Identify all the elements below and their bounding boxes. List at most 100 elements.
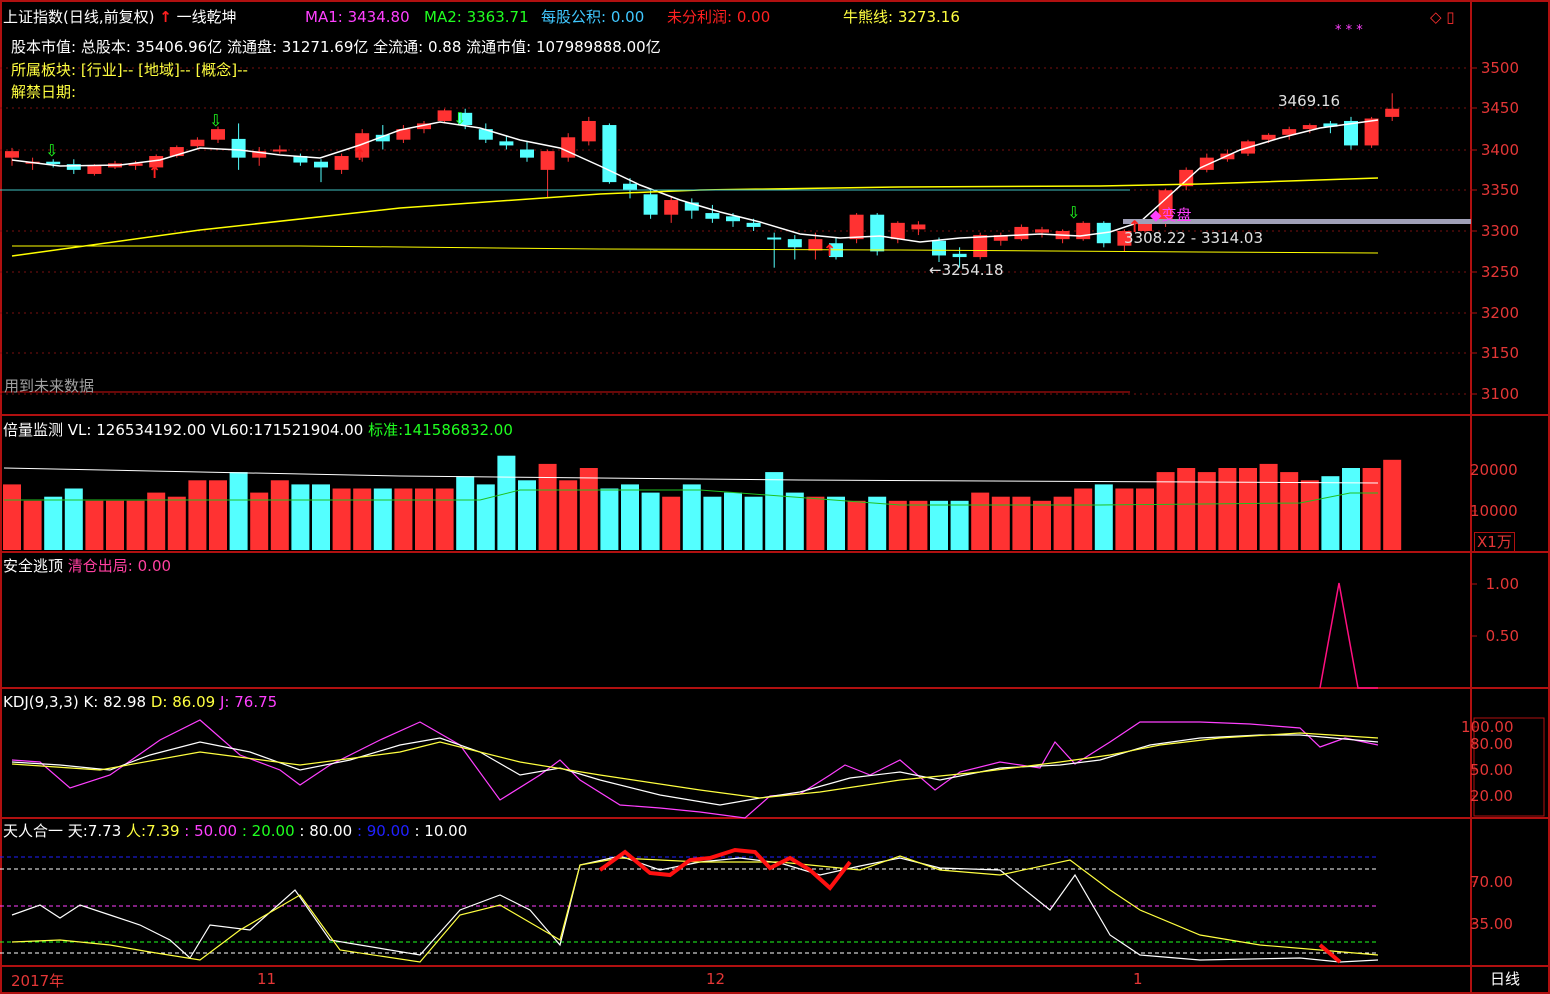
vl60-value: 171521904.00 [253,421,364,439]
main-header: 上证指数(日线,前复权) ↑ 一线乾坤 [3,8,237,26]
xaxis-label-dec: 12 [706,970,726,988]
volume-bar-9 [188,480,207,550]
kdj-yaxis-tick-1: 80.00 [1470,735,1513,753]
candle-body-13 [272,149,287,152]
candle-body-47 [973,235,988,258]
eps-value: 0.00 [610,8,645,26]
future-data-note: 用到未来数据 [4,377,95,395]
volume-bar-29 [600,488,619,550]
ma2-readout: MA2: 3363.71 [424,8,529,26]
candle-body-17 [355,133,370,158]
volume-bar-53 [1094,484,1113,550]
sector-values[interactable]: [行业]-- [地域]-- [概念]-- [80,61,248,79]
candle-body-20 [417,123,431,130]
volume-bar-41 [847,500,866,550]
volume-bar-48 [991,496,1010,550]
ren-readout: 人:7.39 [126,822,179,840]
volume-bar-27 [559,480,578,550]
indicator-name: 一线乾坤 [176,8,237,26]
main-yaxis-tick-0: 3500 [1480,59,1519,77]
volume-bar-19 [394,488,413,550]
trh-yaxis-tick-0: 70.00 [1470,873,1513,891]
level-50: : 50.00 [184,822,238,840]
candle-body-15 [314,161,328,168]
undist-readout: 未分利润: 0.00 [667,8,770,26]
bull-label: 牛熊线: [843,8,894,26]
candle-body-35 [726,216,740,222]
candle-body-66 [1364,118,1379,146]
candle-body-41 [849,214,864,240]
candle-body-42 [870,214,885,252]
volume-bar-3 [64,488,83,550]
candle-body-29 [602,125,617,183]
ma1-line [11,119,1379,243]
vl60-line [3,467,1379,484]
candle-body-0 [5,151,19,158]
j-value: 76.75 [234,693,278,711]
vol-yaxis-tick-1: 10000 [1470,502,1518,520]
main-yaxis-tick-1: 3450 [1480,99,1519,117]
main-yaxis-tick-4: 3300 [1480,222,1519,240]
j-label: J: [220,693,230,711]
volume-bar-45 [930,500,948,550]
volume-bar-56 [1156,472,1175,550]
candle-body-34 [705,213,720,219]
main-title: 上证指数(日线,前复权) [3,8,155,26]
volume-bar-35 [724,492,742,550]
trh-header: 天人合一 天:7.73 人:7.39 : 50.00 : 20.00 : 80.… [3,822,467,840]
undist-label: 未分利润: [667,8,733,26]
volume-bar-65 [1342,468,1360,550]
trh-ren-line [11,855,1379,963]
candle-body-21 [437,110,452,121]
candle-body-16 [334,156,349,170]
candle-body-67 [1385,108,1400,117]
escape-spike [1319,582,1378,689]
level-20: : 20.00 [241,822,295,840]
kdj-axis-box [1473,717,1545,817]
volume-bar-36 [744,496,763,550]
ren-value: 7.39 [146,822,180,840]
kdj-yaxis-tick-2: 50.00 [1470,761,1513,779]
volume-bar-28 [579,468,598,550]
volume-bar-50 [1033,500,1051,550]
esc-yaxis-tick-1: 0.50 [1485,627,1519,645]
period-button[interactable]: 日线 [1490,970,1521,988]
volume-bar-2 [44,496,63,550]
volume-bar-57 [1177,468,1196,550]
volume-bar-23 [476,484,495,550]
std-value: 141586832.00 [403,421,513,439]
candle-body-8 [169,147,184,157]
candle-body-43 [890,222,905,240]
main-yaxis-tick-2: 3400 [1480,141,1519,159]
volume-bar-39 [806,496,825,550]
candle-body-54 [1117,231,1132,246]
candle-body-2 [46,161,61,165]
candle-body-36 [746,222,761,227]
volume-bar-63 [1300,480,1319,550]
main-yaxis-tick-7: 3150 [1480,344,1519,362]
window-toggle-icon[interactable]: ◇ ▯ [1430,8,1455,26]
volume-bar-33 [682,484,701,550]
candle-body-7 [149,156,164,168]
ma1-value: 3434.80 [347,8,410,26]
red-up-arrow-icon: ↑ [159,8,172,26]
d-label: D: [150,693,168,711]
volume-bar-11 [229,472,248,550]
vl-value: 126534192.00 [96,421,206,439]
candle-body-58 [1199,157,1214,170]
candle-body-56 [1158,190,1173,223]
candle-body-6 [128,163,143,166]
candle-body-46 [952,253,967,258]
trh-title: 天人合一 [3,822,64,840]
candle-body-10 [211,129,225,140]
kdj-d-line [11,732,1379,799]
volume-bar-21 [435,488,454,550]
candle-body-45 [932,240,946,256]
volume-bar-6 [126,500,145,550]
clear-value: 0.00 [137,557,172,575]
candle-body-22 [458,112,473,126]
buy-signal-arrow-1: ⇩ [209,111,222,130]
